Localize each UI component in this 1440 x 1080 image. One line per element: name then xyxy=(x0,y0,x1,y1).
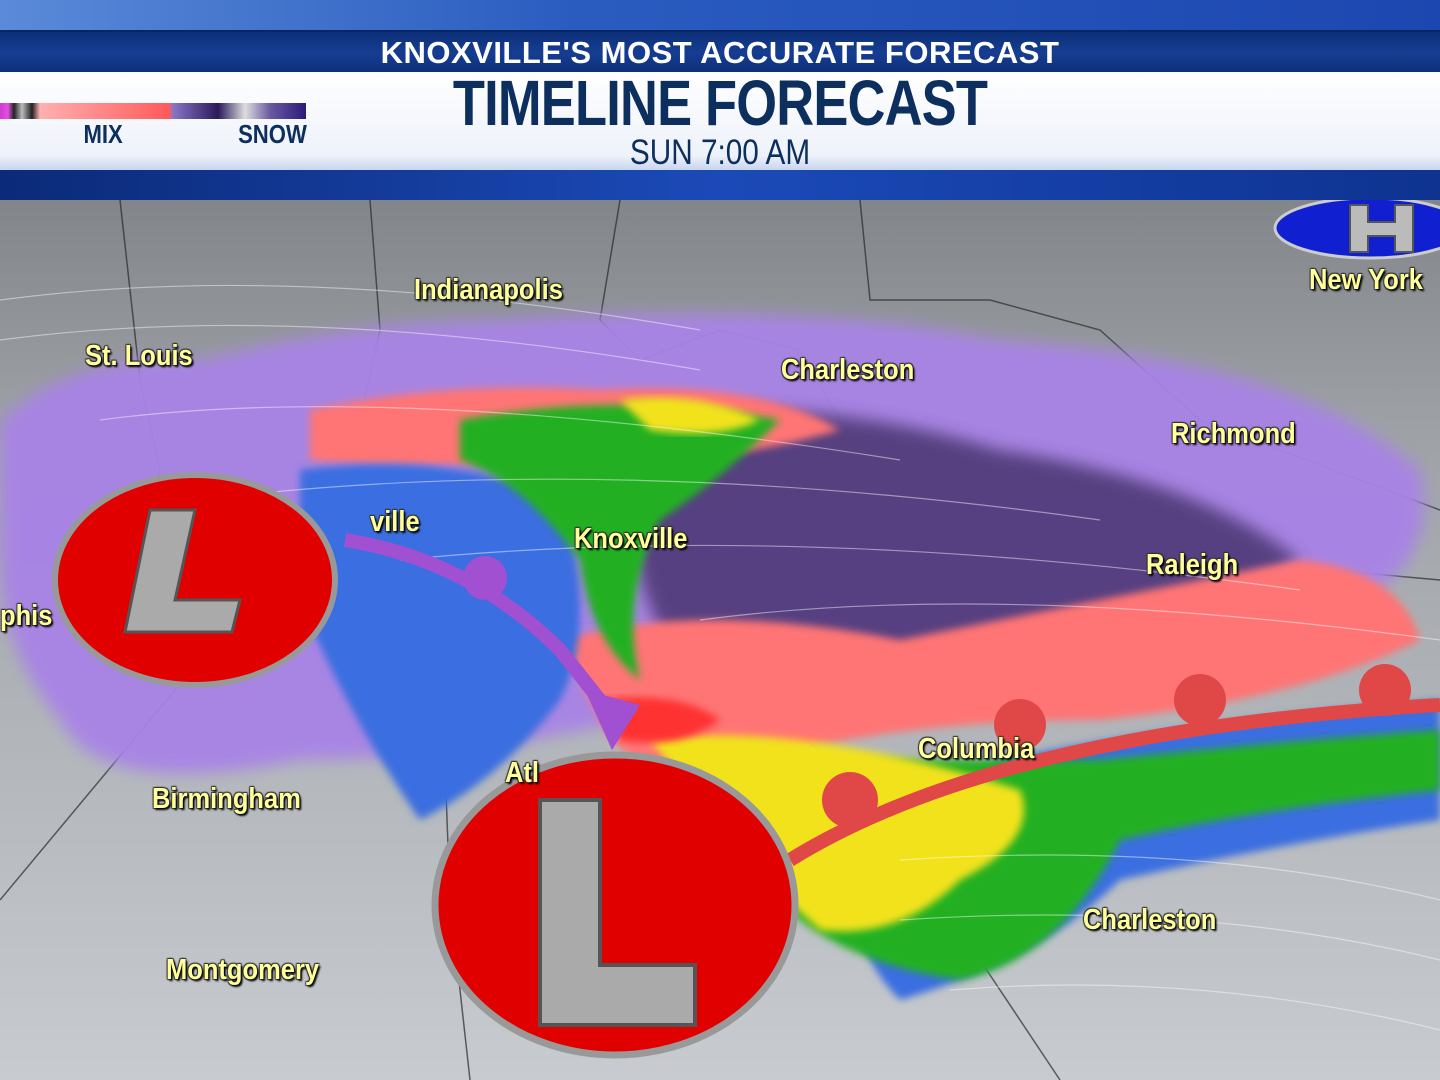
low-symbol-glyph xyxy=(538,798,697,1027)
banner-text: KNOXVILLE'S MOST ACCURATE FORECAST xyxy=(380,35,1060,70)
high-symbol-glyph xyxy=(1349,204,1414,253)
city-label: Montgomery xyxy=(166,954,320,986)
city-label: ville xyxy=(370,506,420,538)
banner-bar: KNOXVILLE'S MOST ACCURATE FORECAST xyxy=(0,30,1440,74)
city-label: Charleston xyxy=(781,354,915,386)
page-title: TIMELINE FORECAST xyxy=(452,67,988,139)
warm-front xyxy=(786,664,1440,866)
legend-label-snow: SNOW xyxy=(238,119,307,149)
city-label: Charleston xyxy=(1083,904,1217,936)
city-label: Richmond xyxy=(1171,418,1296,450)
low-symbol-glyph xyxy=(123,508,242,634)
title-panel xyxy=(0,72,1440,172)
wind-streamlines xyxy=(0,284,1440,1031)
header-top-strip xyxy=(0,0,1440,30)
low-pressure-center xyxy=(431,751,799,1059)
city-label: St. Louis xyxy=(85,340,193,372)
occluded-front xyxy=(343,533,640,750)
city-label: Raleigh xyxy=(1146,549,1239,581)
city-label: Birmingham xyxy=(152,783,301,815)
city-label: Atl xyxy=(505,757,540,789)
city-label: phis xyxy=(0,600,53,632)
city-label: New York xyxy=(1309,264,1423,296)
legend-label-mix: MIX xyxy=(83,119,123,149)
precip-legend-bar xyxy=(0,103,306,119)
header-bottom-strip xyxy=(0,170,1440,200)
precipitation xyxy=(0,313,1440,1000)
city-label: Knoxville xyxy=(574,523,688,555)
city-label: Columbia xyxy=(918,733,1035,765)
high-pressure-center xyxy=(1273,196,1440,260)
city-label: Indianapolis xyxy=(414,274,563,306)
low-pressure-center xyxy=(52,472,338,688)
valid-time: SUN 7:00 AM xyxy=(629,133,811,172)
